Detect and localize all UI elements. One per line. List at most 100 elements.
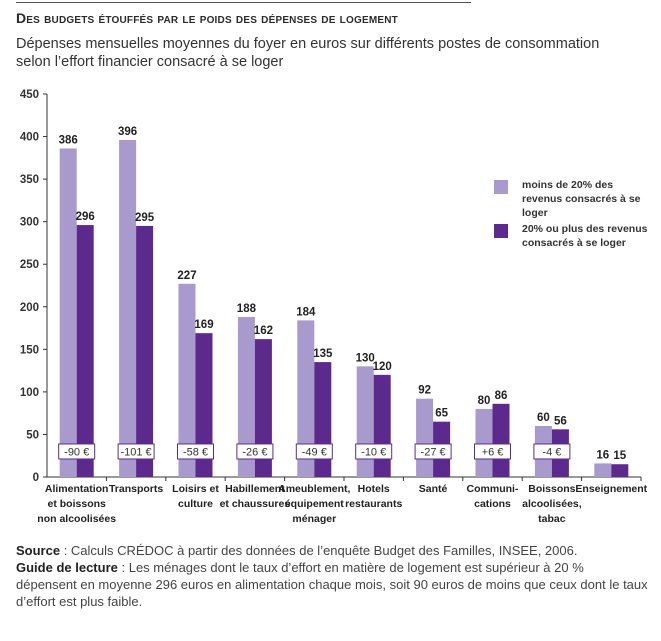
x-category-label: et chaussures <box>220 498 291 510</box>
data-label-low: 60 <box>537 412 550 424</box>
x-category-label: Loisirs et <box>172 483 219 495</box>
legend-swatch-low <box>494 180 508 194</box>
x-category-label: ménager <box>292 513 336 525</box>
source-label: Source <box>16 543 61 558</box>
difference-box <box>117 443 155 460</box>
x-category-label: cations <box>474 498 511 510</box>
data-label-low: 396 <box>118 126 137 138</box>
bar-low <box>119 139 137 477</box>
difference-label: -4 € <box>542 446 561 458</box>
data-label-high: 135 <box>313 348 333 360</box>
bar-low <box>59 148 77 477</box>
x-category-label: Santé <box>419 483 448 495</box>
difference-box <box>236 443 274 460</box>
legend-item-low: moins de 20% des revenus consacrés à se … <box>494 178 654 222</box>
x-category-label: non alcoolisées <box>37 513 116 525</box>
x-category-label: Enseignement <box>575 483 647 495</box>
bar-high <box>136 225 154 477</box>
difference-label: -10 € <box>361 446 386 458</box>
data-label-low: 227 <box>177 270 196 282</box>
legend: moins de 20% des revenus consacrés à se … <box>494 178 654 266</box>
bar-high <box>373 374 391 477</box>
bar-low <box>475 408 493 477</box>
top-rule <box>16 2 471 3</box>
guide-text: : Les ménages dont le taux d’effort en m… <box>16 560 648 609</box>
bar-chart: 0 50 100 150 200 250 300 350 400 450 386 296 -90 € Al… <box>20 89 648 525</box>
x-category-label: alcoolisées, <box>522 498 582 510</box>
data-label-low: 184 <box>296 306 316 318</box>
x-category-label: Habillement <box>225 483 285 495</box>
x-category-label: Hotels <box>358 483 390 495</box>
reading-guide: Guide de lecture : Les ménages dont le t… <box>16 559 648 610</box>
x-category-label: tabac <box>538 513 566 525</box>
difference-label: -27 € <box>421 446 446 458</box>
bar-high <box>611 464 629 477</box>
y-tick-label: 300 <box>20 217 39 229</box>
difference-label: -26 € <box>242 446 267 458</box>
difference-box <box>58 443 96 460</box>
footer: Source : Calculs CRÉDOC à partir des don… <box>16 542 648 610</box>
y-tick-label: 100 <box>20 387 39 399</box>
bar-high <box>254 339 272 477</box>
source-note: Source : Calculs CRÉDOC à partir des don… <box>16 542 648 559</box>
x-category-label: culture <box>178 498 213 510</box>
difference-box <box>355 443 393 460</box>
difference-label: -90 € <box>64 446 89 458</box>
data-label-high: 295 <box>135 212 155 224</box>
y-tick-label: 400 <box>20 132 39 144</box>
legend-label-high: 20% ou plus des revenus consacrés à se l… <box>522 223 648 249</box>
y-tick-label: 150 <box>20 344 39 356</box>
difference-label: +6 € <box>482 446 504 458</box>
data-label-high: 15 <box>613 450 626 462</box>
bar-high <box>492 403 510 477</box>
data-label-low: 188 <box>237 303 257 315</box>
legend-swatch-high <box>494 224 508 238</box>
source-text: : Calculs CRÉDOC à partir des données de… <box>60 543 578 558</box>
difference-box <box>177 443 214 460</box>
bar-low <box>178 283 196 477</box>
x-category-label: Ameublement, <box>278 483 350 495</box>
y-tick-label: 350 <box>20 174 39 186</box>
bar-low <box>356 366 374 477</box>
data-label-high: 86 <box>495 390 508 402</box>
x-category-label: Communi- <box>467 483 519 495</box>
difference-box <box>474 443 511 460</box>
x-category-label: Alimentation <box>45 483 109 495</box>
difference-box <box>533 443 571 460</box>
x-category-label: restaurants <box>345 498 402 510</box>
legend-item-high: 20% ou plus des revenus consacrés à se l… <box>494 222 654 266</box>
difference-label: -58 € <box>183 446 208 458</box>
bar-low <box>237 316 255 477</box>
x-category-label: Boissons <box>528 483 575 495</box>
data-label-low: 16 <box>596 449 609 461</box>
bar-high <box>314 362 332 477</box>
data-label-high: 65 <box>435 408 448 420</box>
data-label-high: 296 <box>76 211 95 223</box>
bar-low <box>594 463 612 477</box>
guide-label: Guide de lecture <box>16 560 118 575</box>
data-label-high: 162 <box>254 325 273 337</box>
chart-title: Des budgets étouffés par le poids des dé… <box>16 10 398 26</box>
data-label-low: 130 <box>356 352 375 364</box>
difference-box <box>295 443 333 460</box>
chart-subtitle: Dépenses mensuelles moyennes du foyer en… <box>16 36 600 70</box>
bar-low <box>297 320 315 477</box>
data-label-high: 56 <box>554 415 567 427</box>
x-category-label: Transports <box>109 483 163 495</box>
data-label-high: 120 <box>373 361 392 373</box>
y-tick-label: 50 <box>26 429 39 441</box>
bar-low <box>416 398 434 477</box>
legend-label-low: moins de 20% des revenus consacrés à se … <box>522 179 641 219</box>
data-label-low: 386 <box>59 134 78 146</box>
x-category-label: et boissons <box>48 498 107 510</box>
y-tick-label: 200 <box>20 302 39 314</box>
bar-high <box>76 225 94 477</box>
y-tick-label: 0 <box>33 472 39 484</box>
data-label-low: 92 <box>418 385 431 397</box>
difference-box <box>414 443 452 460</box>
y-tick-label: 450 <box>20 89 39 101</box>
difference-label: -101 € <box>120 446 151 458</box>
data-label-low: 80 <box>478 395 491 407</box>
difference-label: -49 € <box>302 446 327 458</box>
y-tick-label: 250 <box>20 259 39 271</box>
